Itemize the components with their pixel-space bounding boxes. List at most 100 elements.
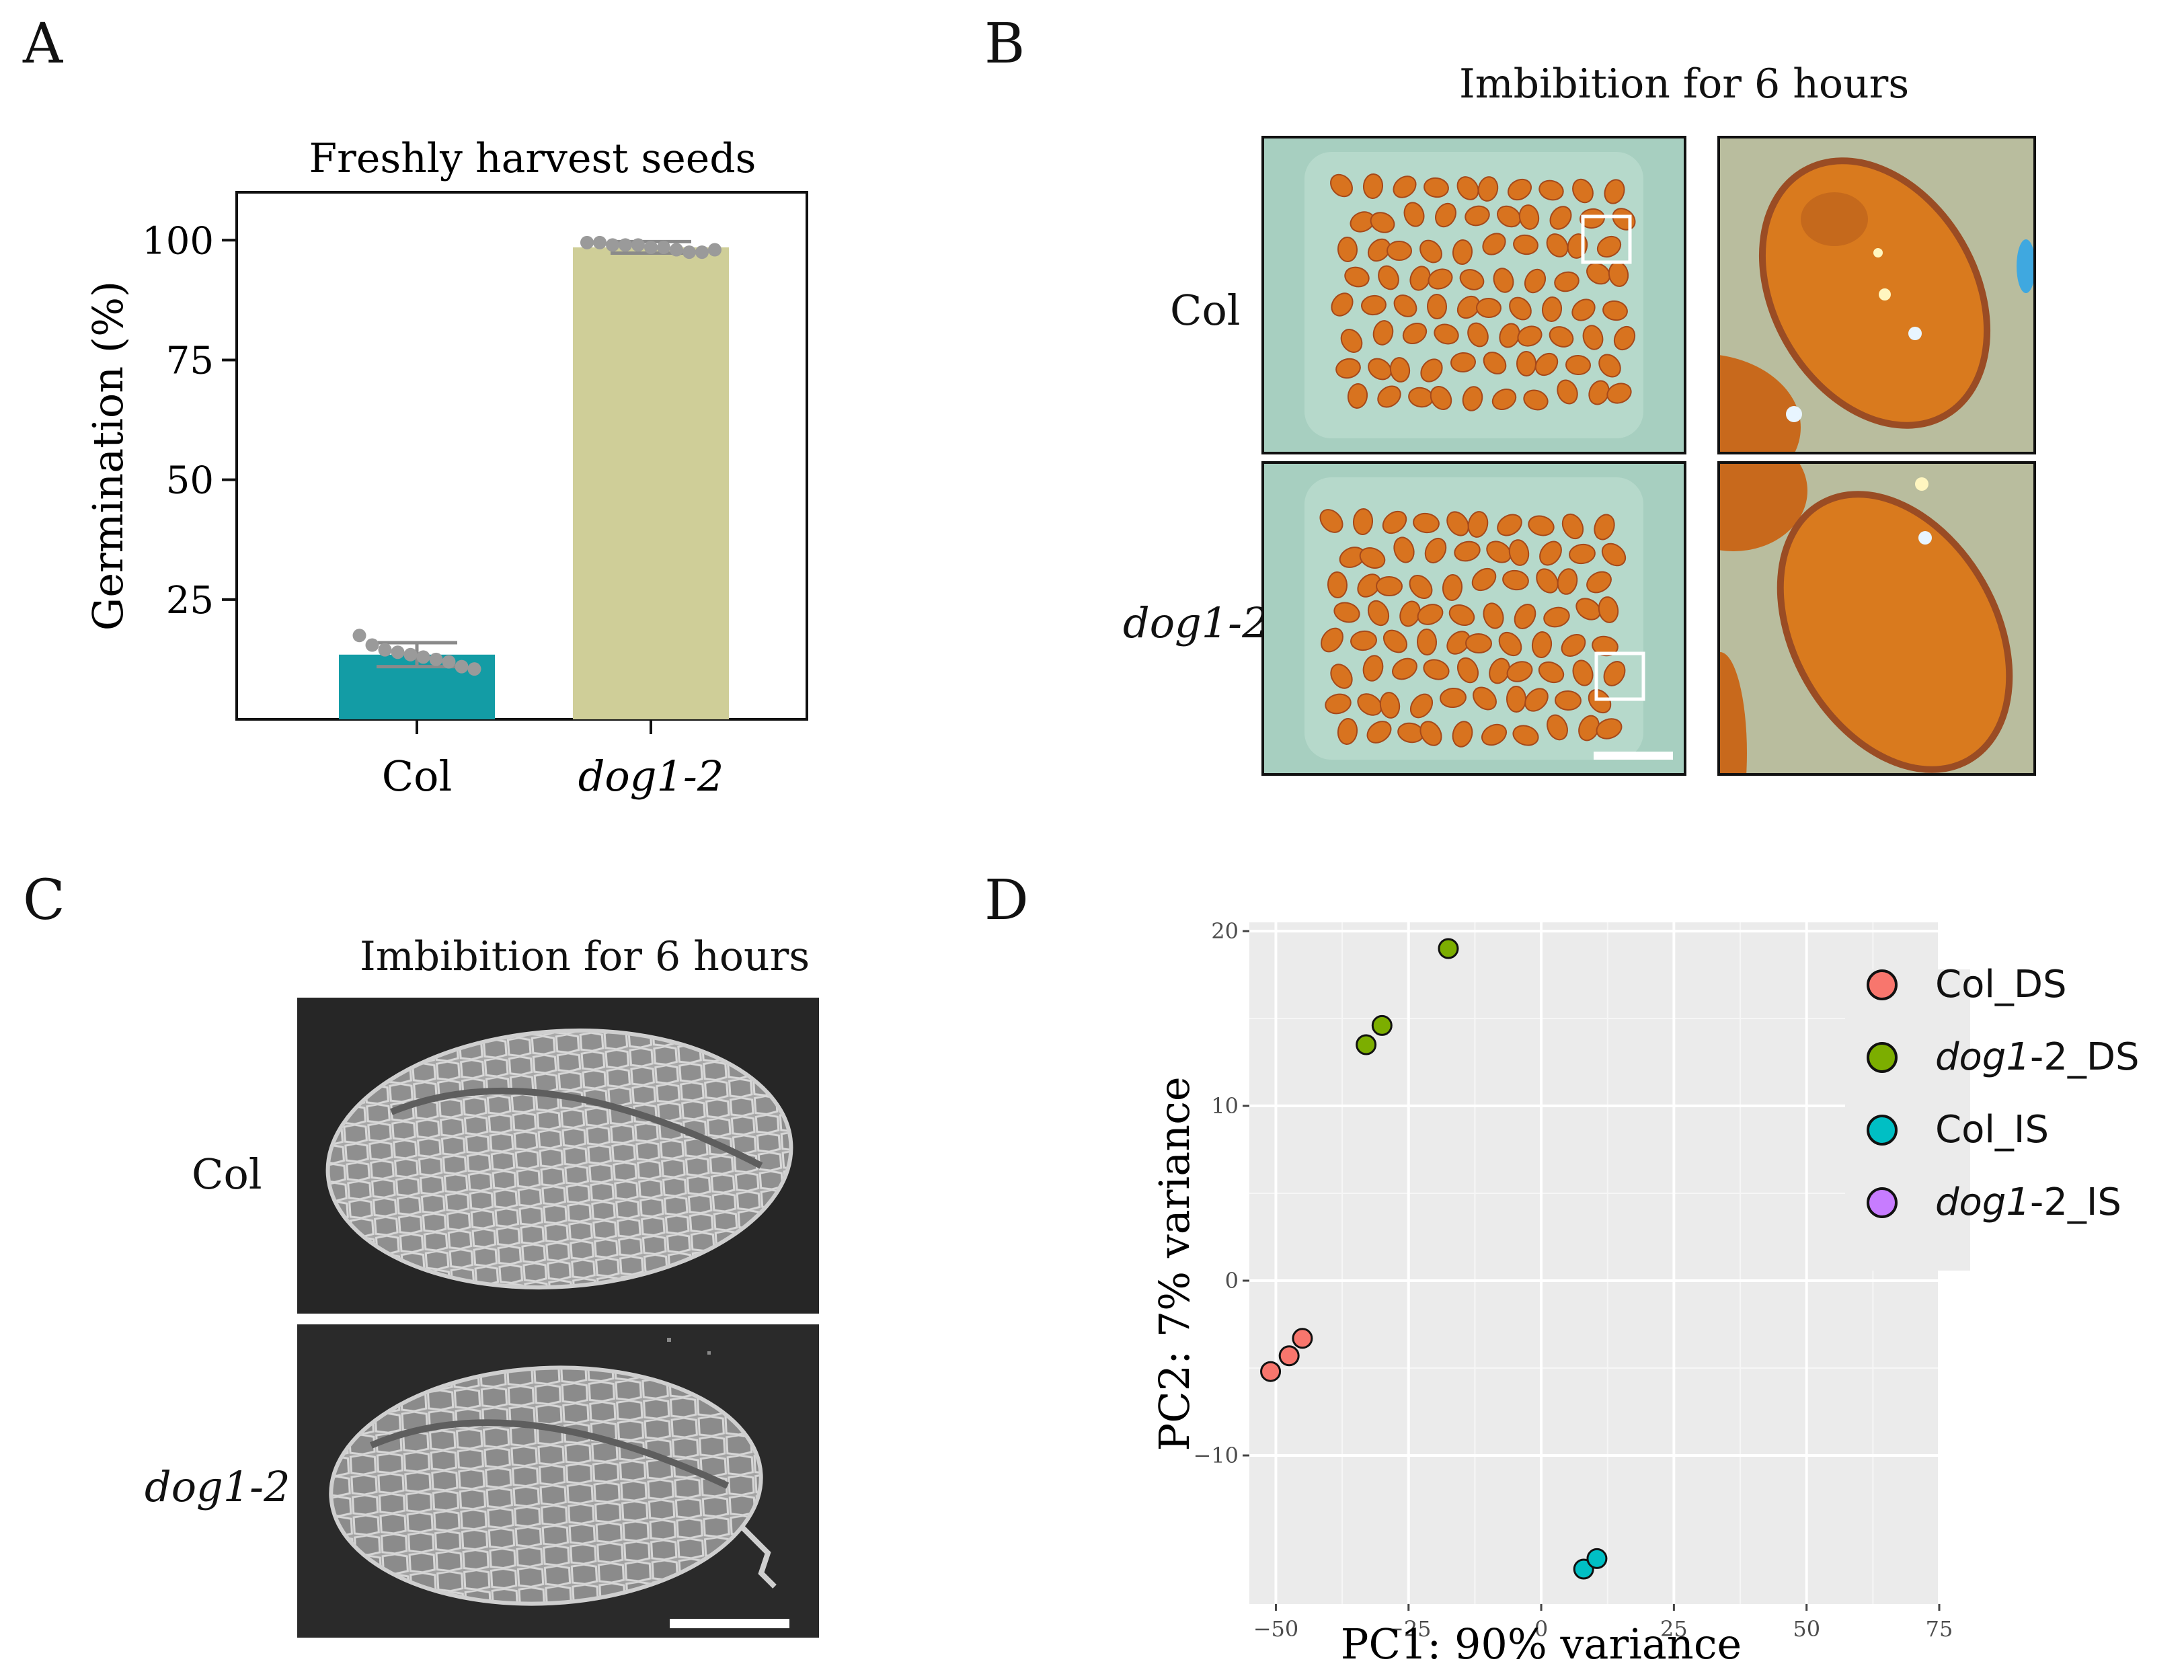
seed [1586,262,1610,285]
seed [1446,511,1469,536]
seed [1428,268,1453,290]
seed [1333,602,1360,623]
legend-item: Col_IS [1867,1108,2049,1152]
seed [1569,543,1596,565]
seed [1337,237,1358,262]
seed [1417,604,1444,625]
scale-bar [670,1619,789,1628]
data-point [670,243,683,257]
seed [1516,351,1537,376]
seed [1420,358,1443,383]
seed [1402,322,1428,345]
seed [1357,693,1382,716]
legend-swatch [1867,1041,1898,1073]
y-tick-label: 50 [166,459,214,503]
x-tick-label: 0 [1534,1616,1548,1642]
seed [1555,690,1582,711]
legend-item: Col_DS [1867,963,2067,1006]
data-point [403,647,418,662]
y-tick-label: 20 [1211,918,1239,944]
seed [1507,178,1532,201]
x-tick-label: dog1-2 [578,752,724,801]
seed [1476,297,1502,319]
seed [1586,571,1612,594]
seed [1509,296,1532,321]
legend-swatch [1867,1187,1898,1218]
seed [1596,718,1623,739]
seed [1549,326,1574,348]
data-point [631,238,645,252]
pca-point-col_is [1586,1548,1608,1569]
seed [1409,575,1433,599]
seed [1493,268,1514,293]
seed [1454,541,1481,562]
zoom-region-box [1581,214,1632,264]
seed [1546,233,1569,257]
seed [1497,514,1522,536]
seed [1379,692,1401,719]
seed [1452,721,1473,748]
seed [1514,604,1536,629]
seed [1606,383,1632,404]
seed [1523,389,1549,411]
seed [1392,657,1417,680]
seed [1352,508,1374,535]
data-point [657,240,670,254]
panel-c-title: Imbibition for 6 hours [360,933,810,980]
seed [1528,515,1555,536]
dog1-2-seeds-photo [1261,461,1686,776]
x-tick-label: 50 [1793,1616,1820,1642]
seed [1327,571,1348,598]
seed [1367,600,1390,627]
seed [1442,574,1463,601]
seed [1602,300,1628,321]
seed [1456,176,1479,200]
y-tick-label: 25 [166,579,214,623]
dog1-2-seed-zoom-photo [1717,461,2036,776]
seed [1413,512,1440,534]
seed [1572,178,1594,204]
seed [1362,173,1384,199]
seed [1357,573,1381,598]
seed [1347,383,1368,409]
dog1-2-sem-image [297,1324,819,1638]
seed [1534,352,1559,376]
seed [1598,354,1621,378]
seed [1543,606,1570,628]
seed [1330,664,1353,689]
plot-panel [1249,922,1939,1604]
seed [1376,575,1403,597]
seed [1592,635,1618,657]
seed [1393,536,1415,563]
panel-b-row-label-col: Col [1170,286,1241,335]
seed [1561,513,1584,540]
seed [1456,657,1479,684]
seed [1603,661,1626,686]
data-point [442,655,456,669]
pca-point-dog1-2_ds [1371,1014,1393,1036]
seed [1424,537,1447,564]
seed [1538,661,1565,684]
seed [1557,568,1578,595]
data-point [455,659,469,674]
seed [1498,631,1522,657]
data-point [708,243,722,257]
seed [1565,354,1591,376]
seed [1409,693,1434,719]
seed [1482,233,1506,255]
seed [1588,688,1612,714]
seed [1450,352,1476,373]
seed [1594,514,1615,541]
seed [1321,627,1343,653]
seed [1582,325,1604,350]
seed [1424,177,1449,198]
seed [1366,721,1392,744]
seed [1426,294,1448,319]
data-point [695,245,709,259]
seed [1393,294,1417,317]
seed [1430,386,1452,410]
legend-label: dog1-2_IS [1935,1181,2121,1224]
seed [1382,629,1408,653]
zoom-region-box [1594,651,1645,701]
legend-label: Col_IS [1935,1108,2049,1152]
